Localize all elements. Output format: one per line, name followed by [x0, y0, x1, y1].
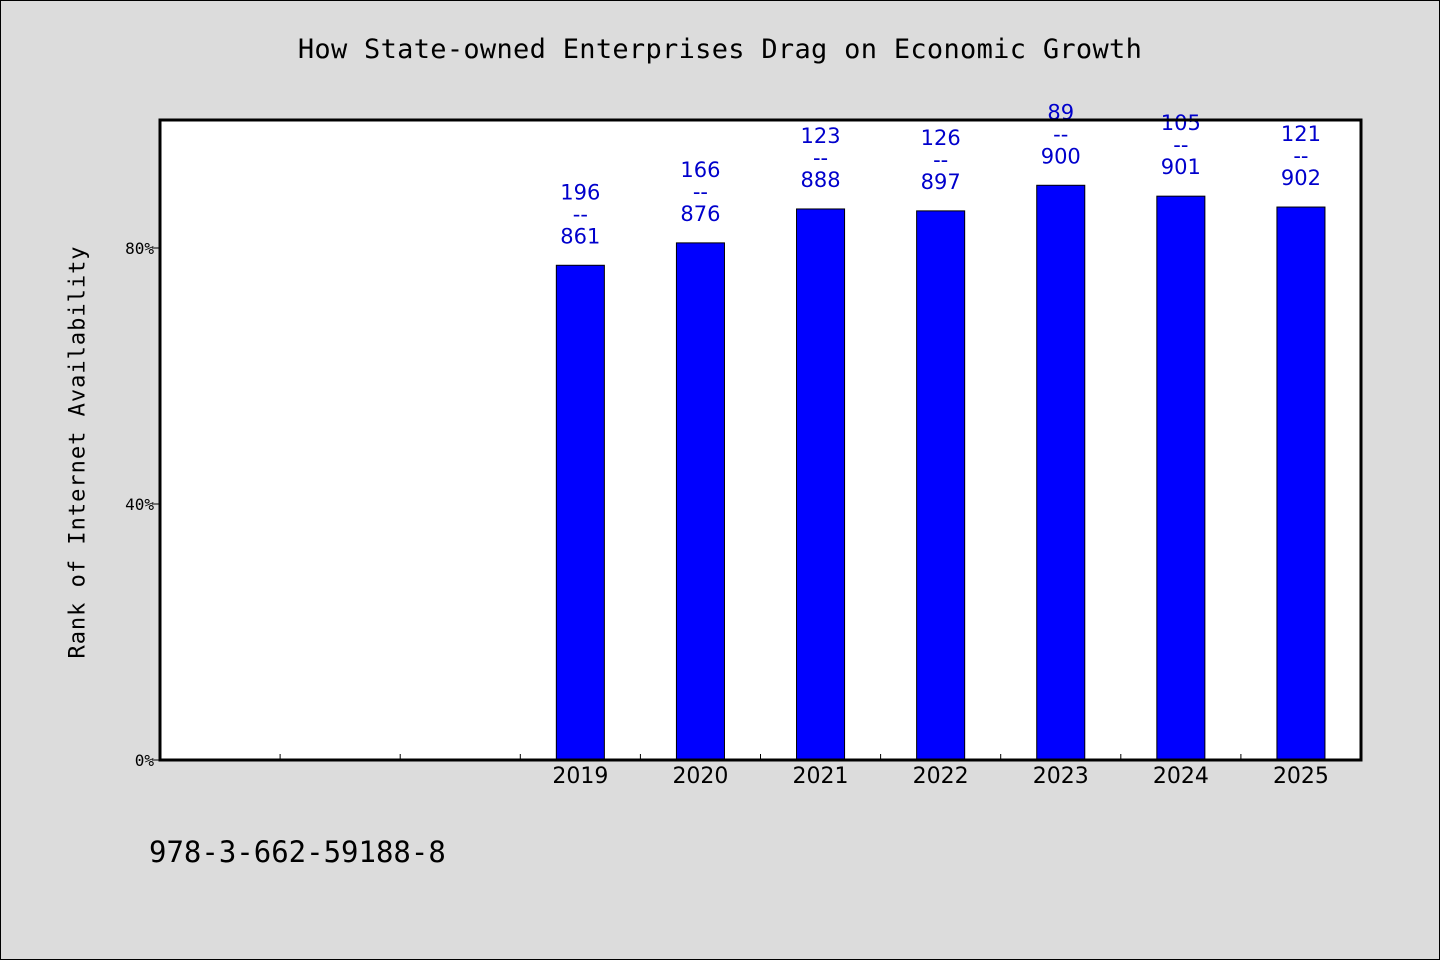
x-tick-label-2025: 2025	[1273, 764, 1329, 789]
x-tick-label-2022: 2022	[913, 764, 969, 789]
data-label-top-2021: 123	[801, 124, 841, 148]
bar-2023	[1036, 184, 1086, 761]
data-label-top-2022: 126	[921, 126, 961, 150]
data-label-bottom-2020: 876	[680, 202, 720, 226]
data-label-sep-2022: --	[933, 148, 948, 172]
data-label-sep-2025: --	[1293, 144, 1308, 168]
data-label-sep-2021: --	[813, 146, 828, 170]
plot-border	[158, 118, 1363, 762]
data-label-top-2025: 121	[1281, 122, 1321, 146]
y-tick-label: 40%	[125, 495, 154, 514]
data-label-bottom-2021: 888	[801, 168, 841, 192]
x-tick-label-2020: 2020	[672, 764, 728, 789]
bar-2019	[555, 264, 605, 761]
x-tick-label-2023: 2023	[1033, 764, 1089, 789]
data-label-sep-2020: --	[693, 180, 708, 204]
x-tick-label-2019: 2019	[552, 764, 608, 789]
data-label-bottom-2024: 901	[1161, 155, 1201, 179]
data-label-bottom-2022: 897	[921, 170, 961, 194]
data-label-bottom-2019: 861	[560, 224, 600, 248]
bar-2020	[675, 242, 725, 761]
bar-2022	[916, 210, 966, 761]
x-tick-label-2024: 2024	[1153, 764, 1209, 789]
bar-2024	[1156, 195, 1206, 761]
isbn-footer: 978-3-662-59188-8	[149, 835, 446, 869]
data-label-top-2020: 166	[680, 158, 720, 182]
y-tick-label: 0%	[135, 751, 155, 770]
bar-2025	[1276, 206, 1326, 761]
data-label-top-2024: 105	[1161, 111, 1201, 135]
bars-group	[555, 184, 1326, 761]
y-tick-label: 80%	[125, 239, 154, 258]
data-label-bottom-2023: 900	[1041, 144, 1081, 168]
chart-title: How State-owned Enterprises Drag on Econ…	[297, 34, 1143, 65]
data-label-sep-2019: --	[573, 202, 588, 226]
data-label-top-2019: 196	[560, 180, 600, 204]
x-tick-label-2021: 2021	[793, 764, 849, 789]
ticks-group: 0% 40% 80%	[125, 239, 1242, 770]
data-label-bottom-2025: 902	[1281, 166, 1321, 190]
data-label-sep-2024: --	[1173, 133, 1188, 157]
bar-2021	[796, 208, 846, 761]
data-label-sep-2023: --	[1053, 122, 1068, 146]
